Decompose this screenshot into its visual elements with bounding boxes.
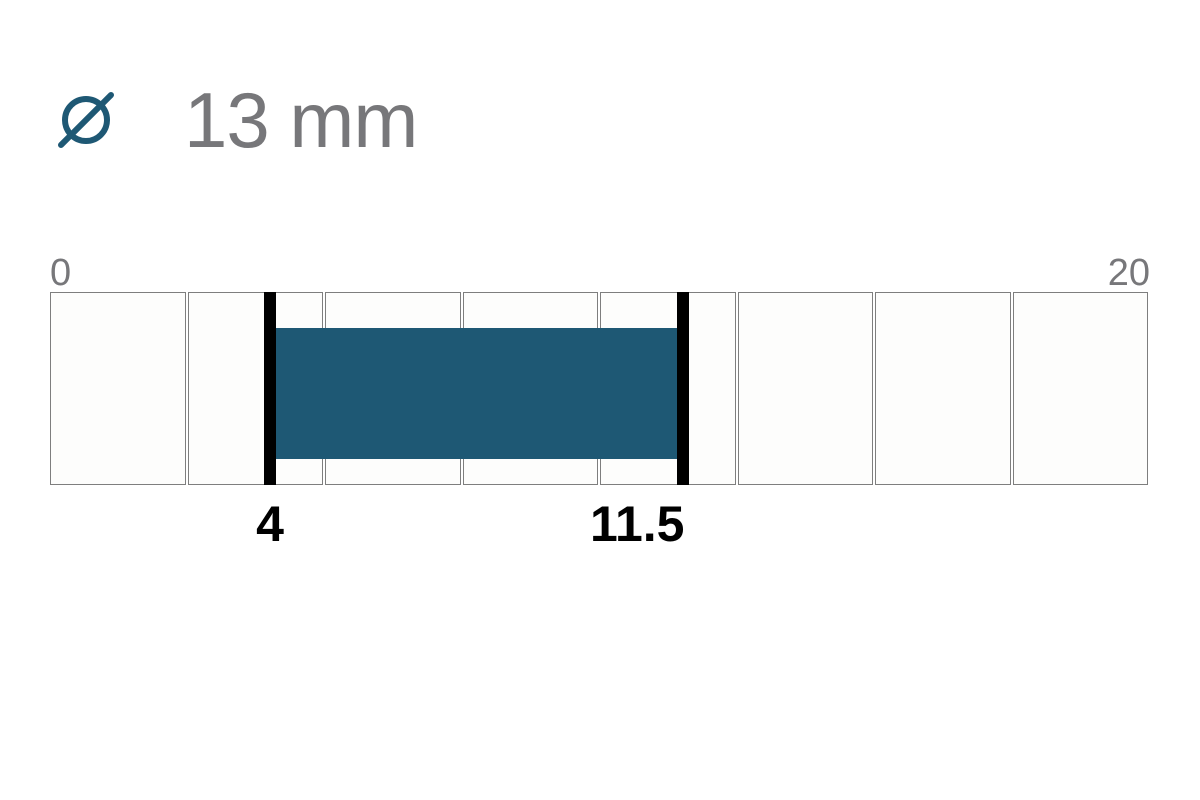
scale-max-label: 20 xyxy=(1107,252,1150,294)
diameter-icon xyxy=(58,92,114,148)
lower-limit-label: 4 xyxy=(256,496,284,552)
scale-track xyxy=(50,292,1150,485)
scale-segment xyxy=(50,292,186,485)
scale-segment xyxy=(1012,292,1148,485)
diameter-value: 13 mm xyxy=(184,76,418,164)
scale-segment xyxy=(875,292,1011,485)
scale-end-labels: 0 20 xyxy=(50,240,1150,292)
lower-limit-marker[interactable] xyxy=(264,292,276,485)
diameter-header: 13 mm xyxy=(50,68,418,172)
measurement-scale: 0 20 4 11.5 xyxy=(50,240,1150,565)
scale-min-label: 0 xyxy=(50,252,72,294)
range-bar xyxy=(276,328,677,459)
upper-limit-label: 11.5 xyxy=(589,496,685,552)
upper-limit-marker[interactable] xyxy=(676,292,689,485)
scale-value-labels: 4 11.5 xyxy=(50,485,1150,565)
scale-segment xyxy=(737,292,873,485)
